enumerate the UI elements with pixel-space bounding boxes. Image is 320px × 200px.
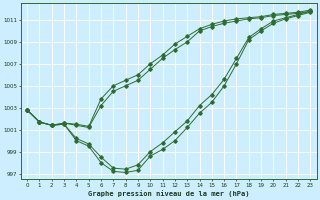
X-axis label: Graphe pression niveau de la mer (hPa): Graphe pression niveau de la mer (hPa) (88, 190, 250, 197)
